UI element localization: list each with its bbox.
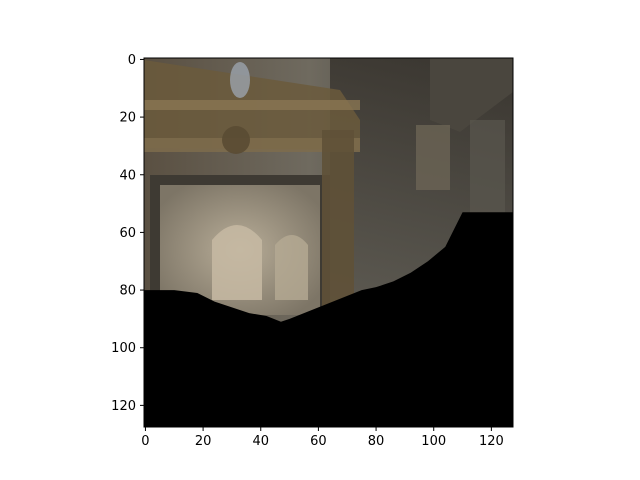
y-tick-label: 60 xyxy=(119,226,136,241)
cornice-lower xyxy=(144,138,360,152)
y-tick-label: 20 xyxy=(119,111,136,126)
x-tick-label: 120 xyxy=(479,434,504,449)
y-tick-label: 80 xyxy=(119,284,136,299)
arch-left xyxy=(212,225,262,300)
image-display xyxy=(144,58,513,427)
gilded-pillar xyxy=(322,130,354,310)
wall-column xyxy=(470,120,505,220)
ornate-medallion xyxy=(222,126,250,154)
y-tick-label: 40 xyxy=(119,168,136,183)
y-tick-label: 100 xyxy=(111,341,136,356)
x-tick-label: 40 xyxy=(252,434,269,449)
axes-frame xyxy=(143,57,514,428)
wall-window xyxy=(416,125,450,190)
arch-right xyxy=(275,235,308,300)
y-axis-ticks: 0 20 40 60 80 100 120 xyxy=(111,53,144,414)
x-tick-label: 100 xyxy=(421,434,446,449)
x-tick-label: 20 xyxy=(195,434,212,449)
x-tick-label: 80 xyxy=(368,434,385,449)
y-tick-label: 120 xyxy=(111,399,136,414)
statue-figure xyxy=(230,62,250,98)
cornice-molding xyxy=(144,100,360,110)
y-tick-label: 0 xyxy=(128,53,136,68)
ceiling-corner xyxy=(430,58,513,132)
x-axis-ticks: 0 20 40 60 80 100 120 xyxy=(141,427,504,449)
black-mask-region xyxy=(144,212,513,427)
x-tick-label: 60 xyxy=(310,434,327,449)
x-tick-label: 0 xyxy=(141,434,149,449)
